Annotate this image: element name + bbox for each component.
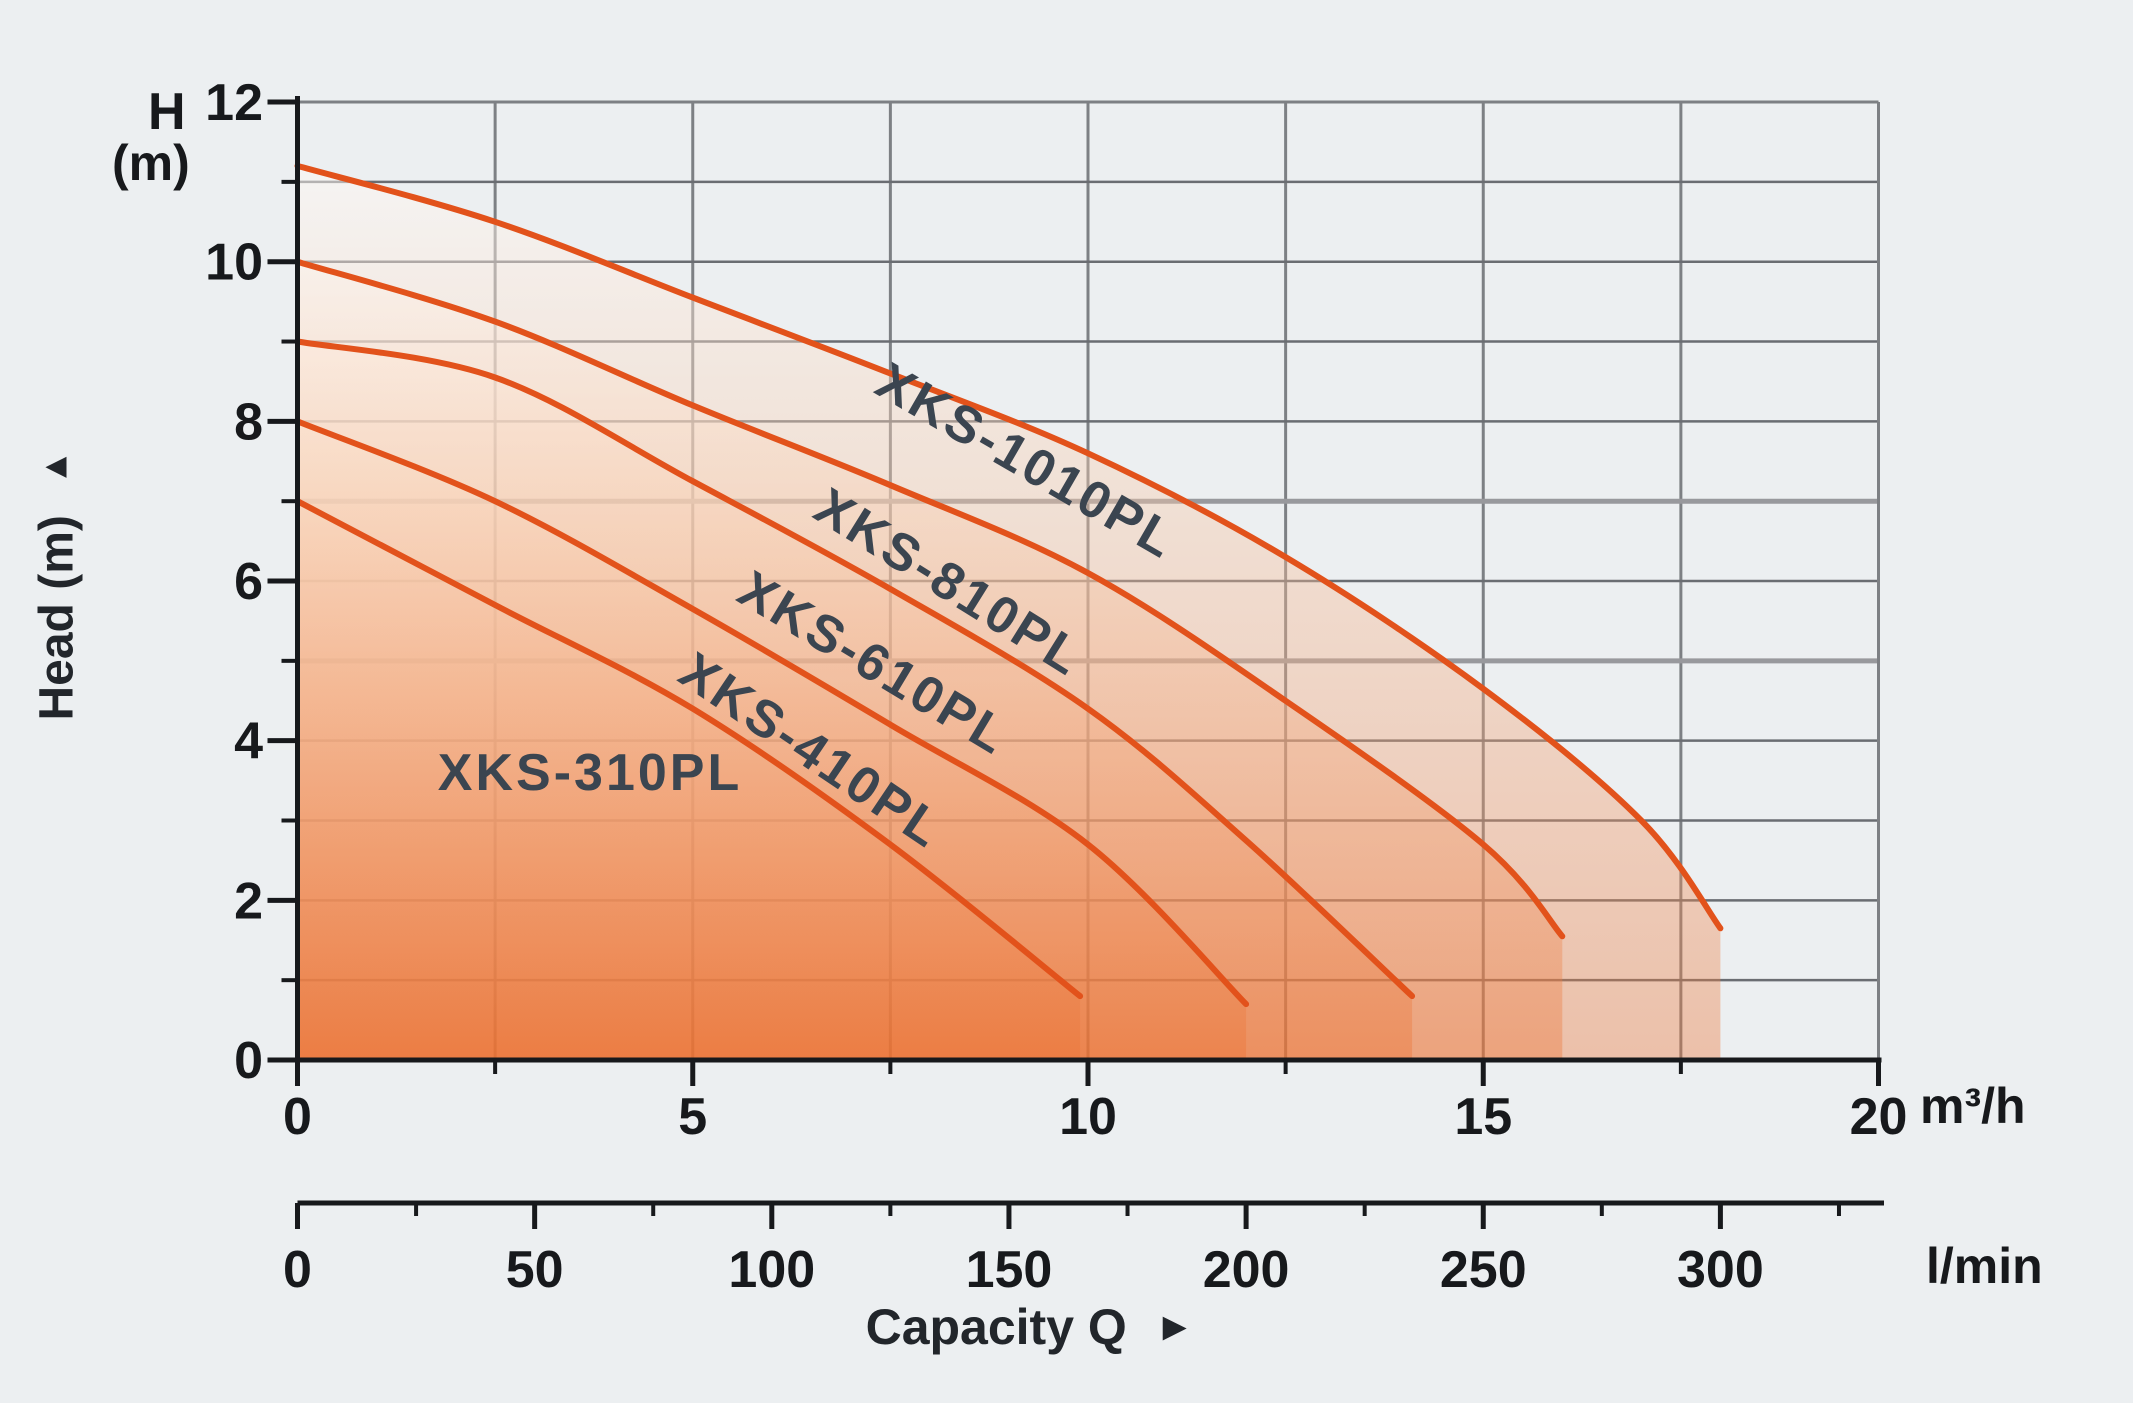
curve-XKS-810PL	[294, 258, 1566, 940]
x-unit-m3h: m³/h	[1920, 1078, 2026, 1134]
lmin-tick-label-50: 50	[506, 1241, 564, 1299]
curve-XKS-410PL	[294, 418, 1250, 1008]
y-axis-unit-label: (m)	[112, 135, 190, 191]
x-axis-title: Capacity Q ►	[866, 1298, 1195, 1356]
x-tick-label-20: 20	[1850, 1088, 1908, 1146]
y-axis-title-text: Head (m)	[30, 515, 84, 721]
lmin-tick-label-100: 100	[728, 1241, 815, 1299]
y-tick-label-4: 4	[234, 713, 263, 771]
curve-XKS-610PL	[294, 338, 1416, 1000]
curves	[294, 162, 1724, 1008]
right-arrow-icon: ►	[1154, 1305, 1195, 1349]
y-tick-label-10: 10	[205, 234, 263, 292]
lmin-tick-label-150: 150	[966, 1241, 1053, 1299]
y-tick-label-0: 0	[234, 1032, 263, 1090]
x-tick-label-0: 0	[283, 1088, 312, 1146]
y-axis-letter: H	[148, 83, 186, 141]
y-tick-label-12: 12	[205, 74, 263, 132]
curve-label-XKS-310PL: XKS-310PL	[438, 744, 742, 802]
lmin-tick-label-200: 200	[1203, 1241, 1290, 1299]
lmin-tick-label-300: 300	[1677, 1241, 1764, 1299]
x-axis-title-text: Capacity Q	[865, 1299, 1127, 1355]
y-tick-label-2: 2	[234, 872, 263, 930]
lmin-tick-label-0: 0	[283, 1241, 312, 1299]
y-tick-label-6: 6	[234, 553, 263, 611]
x-tick-label-5: 5	[678, 1088, 707, 1146]
x-unit-lmin: l/min	[1926, 1238, 2043, 1294]
up-arrow-icon: ▲	[33, 449, 75, 486]
y-axis-title: Head (m) ▲	[30, 450, 85, 721]
x-tick-label-15: 15	[1454, 1088, 1512, 1146]
curve-XKS-310PL	[294, 498, 1084, 1000]
x-tick-label-10: 10	[1059, 1088, 1117, 1146]
lmin-tick-label-250: 250	[1440, 1241, 1527, 1299]
y-tick-label-8: 8	[234, 393, 263, 451]
curve-XKS-1010PL	[294, 162, 1724, 932]
